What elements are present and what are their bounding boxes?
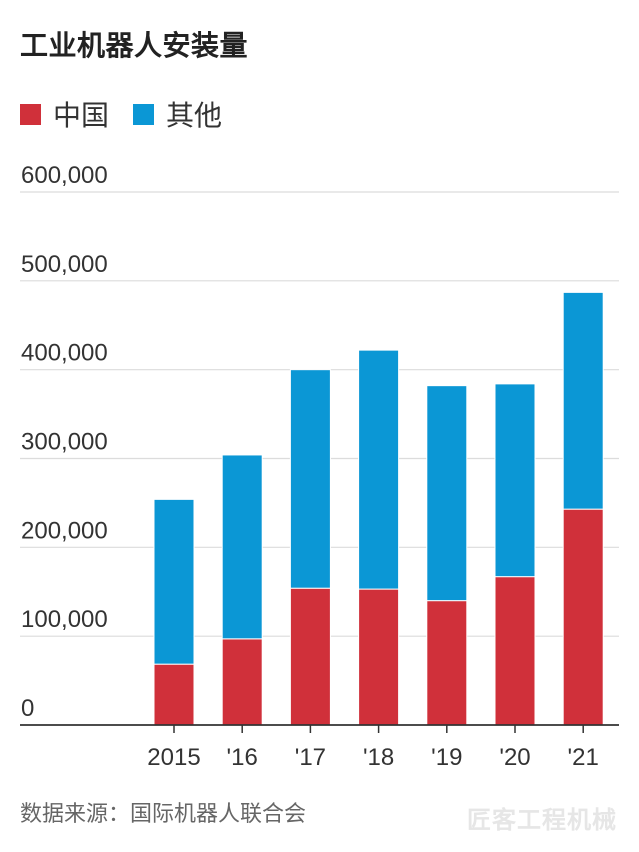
- bar-segment-china: [221, 638, 263, 726]
- bar-segment-china: [358, 588, 400, 726]
- bar-segment-china: [494, 576, 536, 726]
- chart-title: 工业机器人安装量: [20, 29, 249, 62]
- x-tick-label: '18: [363, 744, 394, 771]
- legend-label-china: 中国: [53, 99, 110, 132]
- bar-segment-china: [562, 508, 604, 726]
- legend-swatch-others: [133, 103, 155, 125]
- bar-segment-others: [494, 383, 536, 578]
- x-tick-label: '19: [431, 744, 462, 771]
- source-note: 数据来源：国际机器人联合会: [20, 802, 307, 827]
- x-tick-label: '20: [499, 744, 530, 771]
- x-tick-label: '21: [568, 744, 599, 771]
- legend-item-china: 中国: [20, 94, 109, 134]
- legend: 中国 其他: [20, 94, 246, 134]
- x-tick-label: '16: [227, 744, 258, 771]
- x-tick-label: 2015: [147, 744, 200, 771]
- y-tick-label: 400,000: [21, 340, 108, 367]
- y-tick-label: 200,000: [21, 517, 108, 544]
- bar-segment-others: [426, 385, 468, 602]
- y-tick-label: 300,000: [21, 429, 108, 456]
- legend-label-others: 其他: [166, 99, 223, 132]
- bar-segment-china: [153, 663, 195, 726]
- y-tick-label: 100,000: [21, 606, 108, 633]
- bar-segment-others: [221, 454, 263, 640]
- bar-segment-others: [358, 349, 400, 590]
- bar-segment-china: [426, 600, 468, 726]
- x-tick-label: '17: [295, 744, 326, 771]
- watermark: 匠客工程机械: [467, 806, 617, 834]
- bar-segment-others: [289, 369, 331, 589]
- y-tick-label: 600,000: [21, 162, 108, 189]
- y-tick-label: 500,000: [21, 251, 108, 278]
- legend-swatch-china: [20, 103, 41, 125]
- bar-segment-others: [153, 498, 195, 665]
- bar-segment-china: [289, 587, 331, 726]
- bar-segment-others: [562, 291, 604, 510]
- y-tick-label: 0: [21, 695, 34, 722]
- legend-item-others: 其他: [133, 94, 222, 134]
